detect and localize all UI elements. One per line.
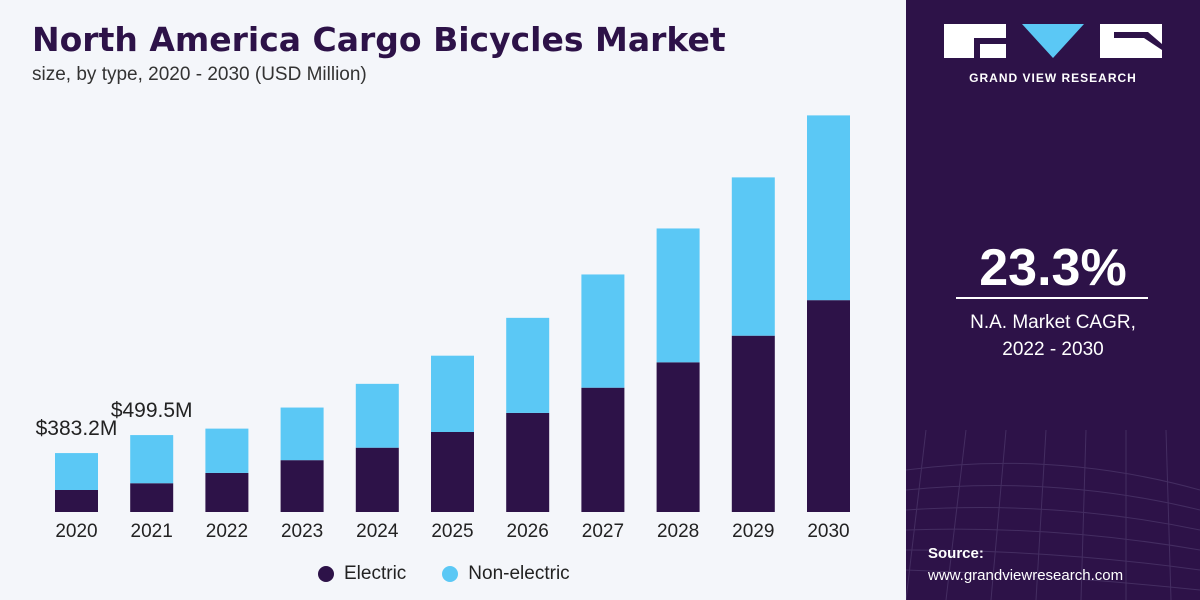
bar-non-electric-2022 (205, 428, 249, 473)
bar-electric-2025 (431, 432, 474, 512)
bar-electric-2028 (656, 362, 700, 512)
bar-non-electric-2026 (506, 317, 550, 413)
source-url[interactable]: www.grandviewresearch.com (928, 567, 1124, 584)
cagr-label-line1: N.A. Market CAGR, (970, 312, 1136, 333)
source-note: Source: www.grandviewresearch.com (928, 543, 1123, 587)
bar-electric-2026 (506, 412, 550, 512)
bar-electric-2029 (731, 335, 775, 512)
bar-electric-2024 (355, 447, 399, 512)
bar-electric-2030 (807, 300, 850, 512)
x-tick-label-2030: 2030 (807, 521, 849, 542)
gvr-logo (944, 24, 1162, 58)
x-tick-label-2027: 2027 (582, 521, 624, 542)
bar-non-electric-2025 (431, 355, 474, 432)
logo-triangle-v (1022, 24, 1084, 58)
bar-electric-2027 (581, 387, 625, 512)
cagr-value: 23.3% (979, 239, 1127, 297)
cagr-divider (956, 297, 1148, 299)
bar-non-electric-2027 (581, 274, 625, 388)
legend-label-non-electric: Non-electric (468, 563, 570, 584)
chart-subtitle: size, by type, 2020 - 2030 (USD Million) (32, 64, 367, 85)
x-tick-label-2020: 2020 (55, 521, 97, 542)
bar-non-electric-2030 (807, 115, 850, 301)
bar-electric-2020 (55, 490, 98, 512)
info-panel: GRAND VIEW RESEARCH 23.3% N.A. Market CA… (906, 0, 1200, 600)
data-label-2020: $383.2M (36, 417, 118, 440)
x-tick-label-2025: 2025 (431, 521, 473, 542)
cagr-label: N.A. Market CAGR, 2022 - 2030 (906, 309, 1200, 363)
x-tick-label-2028: 2028 (657, 521, 699, 542)
legend-label-electric: Electric (344, 563, 407, 584)
legend-swatch-non-electric (442, 566, 459, 582)
bar-non-electric-2029 (731, 177, 775, 336)
chart-title: North America Cargo Bicycles Market (32, 20, 726, 59)
x-tick-label-2022: 2022 (206, 521, 248, 542)
x-tick-label-2021: 2021 (131, 521, 173, 542)
data-label-2021: $499.5M (111, 399, 193, 422)
bar-non-electric-2024 (355, 383, 399, 448)
bar-non-electric-2021 (130, 435, 174, 484)
x-tick-label-2023: 2023 (281, 521, 323, 542)
legend-item-electric: Electric (318, 563, 406, 585)
bar-electric-2023 (280, 460, 324, 512)
bar-electric-2022 (205, 472, 249, 512)
bar-non-electric-2020 (55, 453, 98, 490)
source-label: Source: (928, 545, 984, 562)
decorative-grid-art (906, 430, 1200, 600)
cagr-label-line2: 2022 - 2030 (1002, 339, 1104, 360)
legend-swatch-electric (318, 566, 334, 582)
bar-non-electric-2028 (656, 228, 700, 363)
x-tick-label-2026: 2026 (507, 521, 549, 542)
legend-item-non-electric: Non-electric (442, 563, 570, 585)
legend: Electric Non-electric (318, 563, 606, 585)
bar-non-electric-2023 (280, 407, 324, 461)
brand-name: GRAND VIEW RESEARCH (969, 71, 1137, 85)
x-tick-label-2029: 2029 (732, 521, 774, 542)
x-tick-label-2024: 2024 (356, 521, 399, 542)
stacked-bar-chart: 2020 2021 2022 2023 2024 2025 2026 2027 2028 2029… (36, 115, 850, 542)
bar-electric-2021 (130, 483, 174, 512)
